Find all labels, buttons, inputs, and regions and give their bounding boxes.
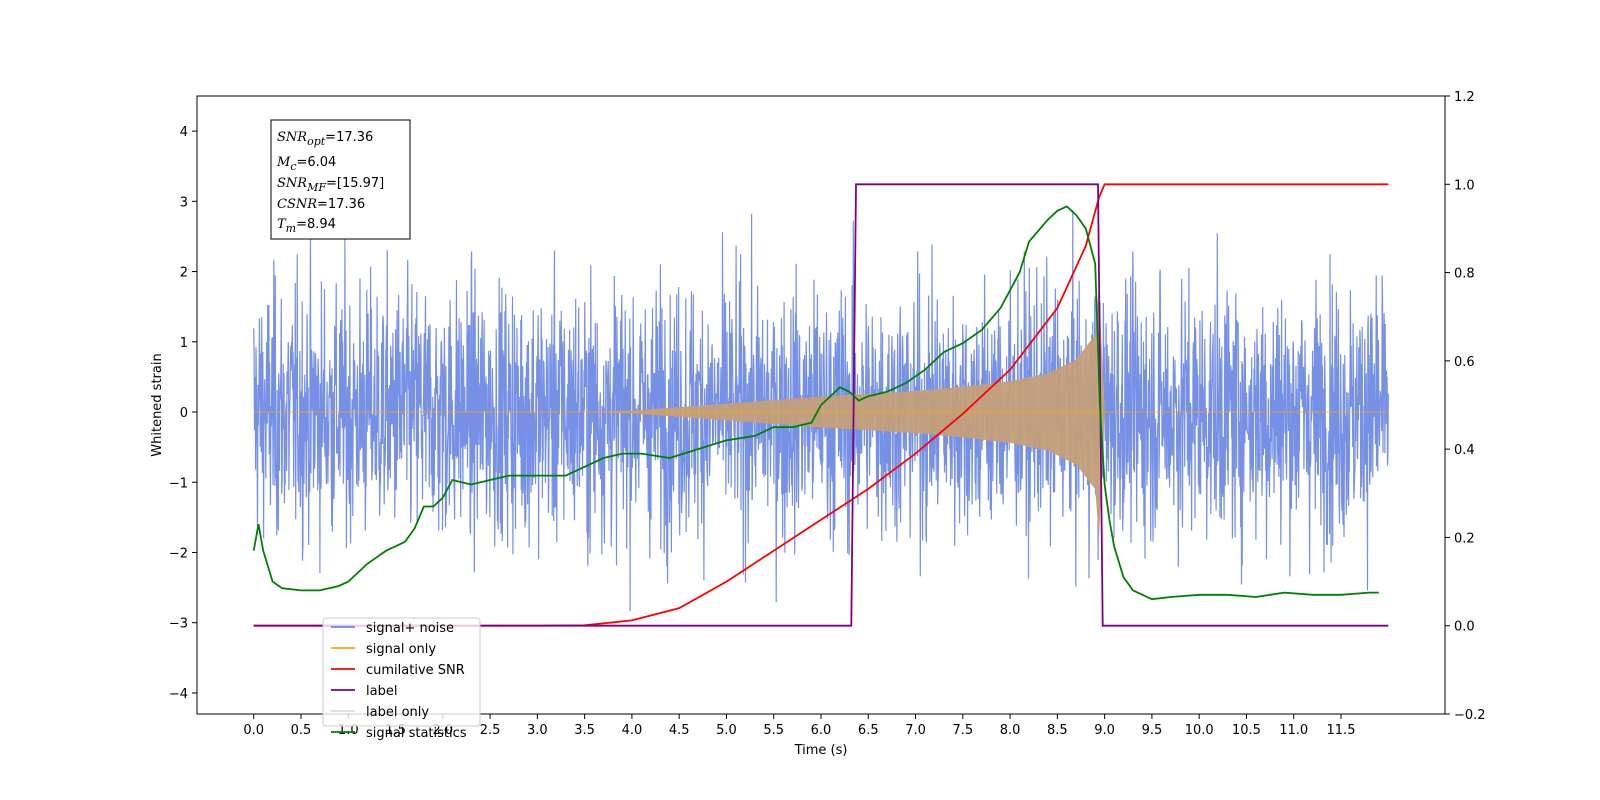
x-tick-label: 5.5 — [763, 723, 784, 738]
legend-label: signal+ noise — [366, 621, 454, 636]
x-tick-label: 6.0 — [811, 723, 832, 738]
x-tick-label: 0.0 — [243, 723, 264, 738]
y-tick-label: −3 — [169, 617, 188, 632]
y-tick-label: 2 — [180, 266, 188, 281]
x-tick-label: 0.5 — [291, 723, 312, 738]
signal-only-series — [253, 285, 1389, 539]
legend-frame — [322, 617, 481, 727]
x-tick-label: 2.5 — [480, 723, 501, 738]
x-tick-label: 9.0 — [1094, 723, 1115, 738]
x-tick-label: 5.0 — [716, 723, 737, 738]
series-cumilative-snr — [253, 183, 1389, 627]
x-tick-label: 4.0 — [622, 723, 643, 738]
x-tick-label: 3.5 — [574, 723, 595, 738]
annotation-line-mc: Mc=6.04 — [276, 155, 336, 173]
x-tick-label: 8.5 — [1047, 723, 1068, 738]
x-tick-label: 8.0 — [1000, 723, 1021, 738]
legend-label: cumilative SNR — [366, 663, 465, 678]
x-tick-label: 3.0 — [527, 723, 548, 738]
legend-label: label only — [366, 705, 429, 720]
annotation-line-csnr: CSNR=17.36 — [277, 197, 365, 212]
y-axis-right: −0.2 0.0 0.2 0.4 0.6 0.8 1.0 1.2 — [1445, 90, 1486, 723]
y2-tick-label: 0.2 — [1454, 531, 1475, 546]
y2-tick-label: 0.8 — [1454, 267, 1475, 282]
x-tick-label: 4.5 — [669, 723, 690, 738]
x-tick-label: 11.5 — [1327, 723, 1356, 738]
x-tick-label: 6.5 — [858, 723, 879, 738]
x-tick-label: 1.5 — [385, 723, 406, 738]
y-tick-label: 4 — [180, 125, 188, 140]
x-axis: 0.0 0.5 1.0 1.5 2.0 2.5 3.0 3.5 4.0 4.5 5.0 5.5 6.0 6… — [243, 714, 1355, 738]
x-tick-label: 10.5 — [1232, 723, 1261, 738]
series-signal-statistics — [252, 205, 1379, 601]
annotation-line-snr-opt: SNRopt=17.36 — [277, 130, 373, 148]
y2-tick-label: 1.2 — [1454, 90, 1475, 105]
x-tick-label: 2.0 — [432, 723, 453, 738]
series-label — [253, 183, 1389, 627]
y2-tick-label: 0.0 — [1454, 620, 1475, 635]
y2-tick-label: 0.6 — [1454, 355, 1475, 370]
y2-tick-label: 0.4 — [1454, 443, 1475, 458]
x-tick-label: 9.5 — [1142, 723, 1163, 738]
legend-label: label — [366, 684, 397, 699]
legend: signal+ noise signal only cumilative SNR la… — [322, 617, 481, 741]
y-tick-label: −2 — [169, 546, 188, 561]
legend-label: signal statistics — [366, 726, 467, 741]
y-axis-label: Whitened strain — [150, 353, 165, 456]
x-tick-label: 10.0 — [1185, 723, 1214, 738]
annotation-line-snr-mf: SNRMF=[15.97] — [277, 176, 384, 194]
annotation-line-tm: Tm=8.94 — [277, 217, 336, 235]
legend-label: signal only — [366, 642, 436, 657]
y-tick-label: 1 — [180, 336, 188, 351]
y2-tick-label: 1.0 — [1454, 178, 1475, 193]
x-tick-label: 7.0 — [905, 723, 926, 738]
y-tick-label: −4 — [169, 687, 188, 702]
y-tick-label: 0 — [180, 406, 188, 421]
plot-area — [252, 183, 1389, 627]
y2-tick-label: −0.2 — [1454, 708, 1486, 723]
line-series — [252, 183, 1389, 627]
y-tick-label: −1 — [169, 476, 188, 491]
y-axis-left: −4 −3 −2 −1 0 1 2 3 4 — [169, 125, 197, 702]
x-tick-label: 1.0 — [338, 723, 359, 738]
x-tick-label: 11.0 — [1279, 723, 1308, 738]
y-tick-label: 3 — [180, 195, 188, 210]
x-axis-label: Time (s) — [794, 743, 848, 758]
x-tick-label: 7.5 — [952, 723, 973, 738]
snr-annotation-box: SNRopt=17.36 Mc=6.04 SNRMF=[15.97] CSNR=… — [270, 119, 411, 240]
